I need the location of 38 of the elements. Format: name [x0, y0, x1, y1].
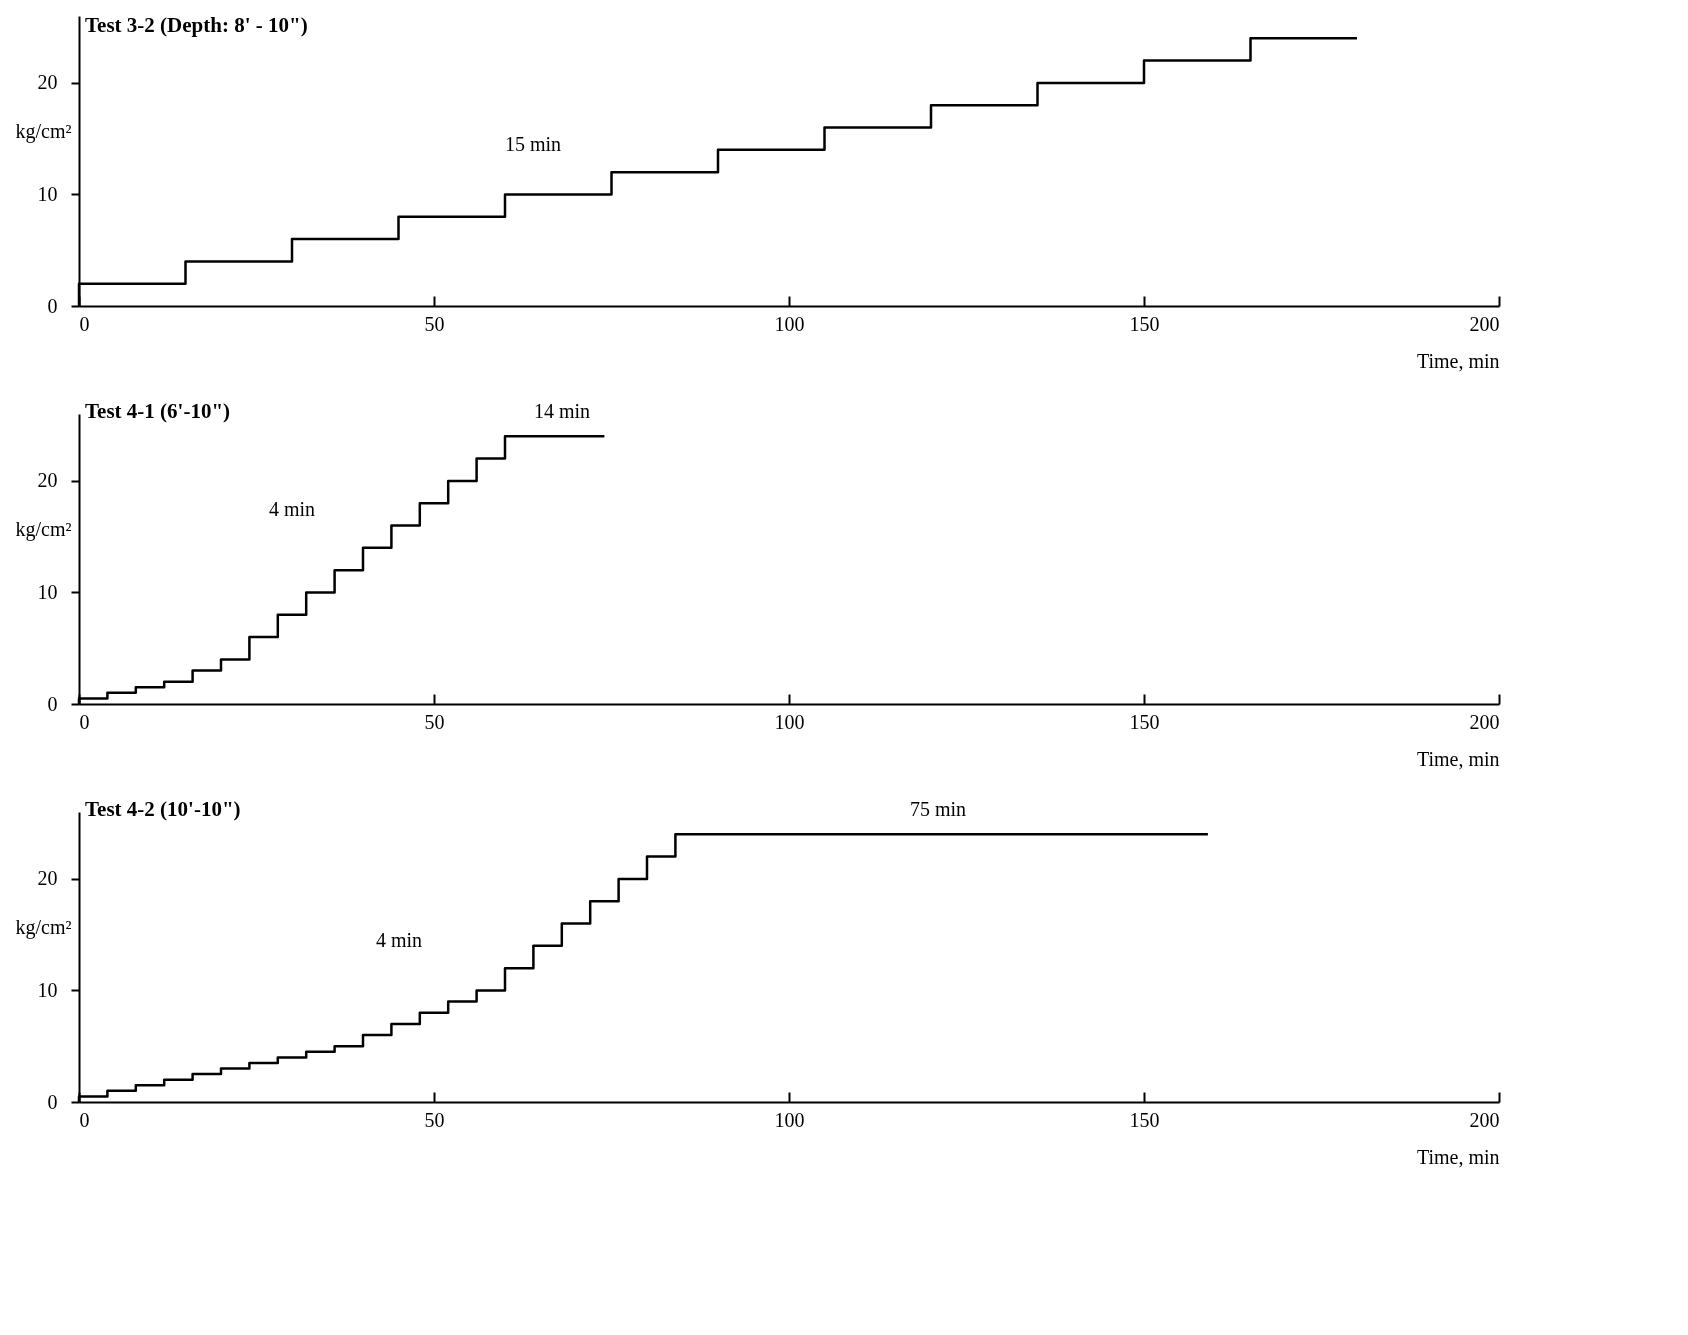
y-axis-title: kg/cm² — [15, 119, 72, 143]
x-tick-label: 200 — [1469, 312, 1500, 335]
y-axis-title: kg/cm² — [15, 915, 72, 939]
x-tick-label: 50 — [424, 1108, 445, 1131]
y-tick-label: 10 — [37, 580, 58, 603]
x-tick-label: 200 — [1469, 710, 1500, 733]
x-tick-label: 200 — [1469, 1108, 1500, 1131]
annotation: 4 min — [268, 498, 316, 520]
y-tick-label: 10 — [37, 182, 58, 205]
x-axis-title: Time, min — [1416, 1145, 1500, 1168]
y-tick-label: 0 — [47, 1090, 58, 1113]
x-tick-label: 100 — [774, 312, 805, 335]
x-tick-label: 150 — [1129, 312, 1160, 335]
x-tick-label: 0 — [79, 312, 90, 335]
y-tick-label: 10 — [37, 978, 58, 1001]
x-tick-label: 50 — [424, 312, 445, 335]
x-tick-label: 100 — [774, 710, 805, 733]
y-tick-label: 0 — [47, 692, 58, 715]
chart-title: Test 4-2 (10'-10") — [85, 797, 241, 821]
annotation: 14 min — [533, 400, 591, 422]
y-tick-label: 20 — [37, 867, 58, 890]
x-tick-label: 0 — [79, 1108, 90, 1131]
x-tick-label: 0 — [79, 710, 90, 733]
y-axis-title: kg/cm² — [15, 517, 72, 541]
chart-title: Test 4-1 (6'-10") — [85, 399, 231, 423]
x-tick-label: 150 — [1129, 710, 1160, 733]
y-tick-label: 20 — [37, 71, 58, 94]
x-axis-title: Time, min — [1416, 349, 1500, 372]
annotation: 15 min — [504, 133, 562, 155]
annotation: 75 min — [909, 798, 967, 820]
y-tick-label: 0 — [47, 294, 58, 317]
x-tick-label: 50 — [424, 710, 445, 733]
x-tick-label: 150 — [1129, 1108, 1160, 1131]
annotation: 4 min — [375, 929, 423, 951]
x-axis-title: Time, min — [1416, 747, 1500, 770]
y-tick-label: 20 — [37, 469, 58, 492]
x-tick-label: 100 — [774, 1108, 805, 1131]
chart-title: Test 3-2 (Depth: 8' - 10") — [85, 13, 308, 37]
